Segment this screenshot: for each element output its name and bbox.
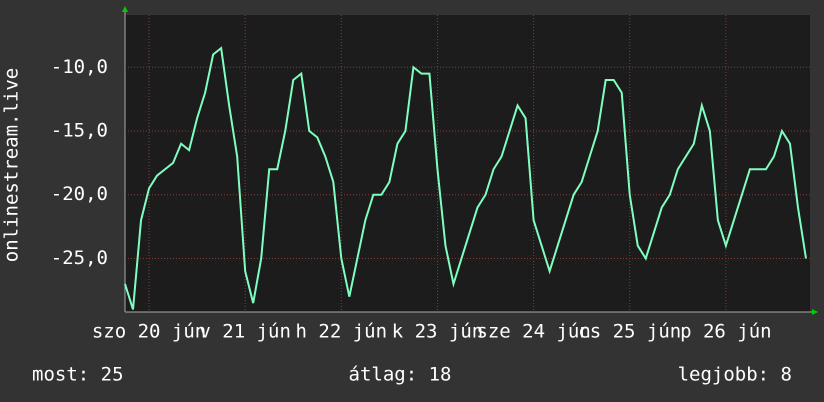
x-tick-label: cs 25 jún [578, 321, 681, 343]
x-tick-label: v 21 jún [199, 321, 291, 343]
plot-area [125, 15, 810, 312]
x-tick-label: sze 24 jún [476, 321, 590, 343]
y-axis-title: onlinestream.live [1, 68, 23, 262]
x-tick-label: p 26 jún [680, 321, 772, 343]
x-tick-label: szo 20 jún [92, 321, 206, 343]
x-tick-label: k 23 jún [392, 321, 484, 343]
summary-best: legjobb: 8 [678, 364, 792, 386]
y-arrow [122, 6, 128, 12]
y-tick-label: -10,0 [51, 56, 108, 78]
x-arrow [812, 309, 818, 315]
summary-now: most: 25 [32, 364, 124, 386]
summary-avg: átlag: 18 [349, 364, 452, 386]
data-line [124, 46, 807, 310]
x-tick-label: h 22 jún [296, 321, 388, 343]
y-tick-label: -15,0 [51, 119, 108, 141]
y-tick-label: -25,0 [51, 247, 108, 269]
y-tick-label: -20,0 [51, 183, 108, 205]
